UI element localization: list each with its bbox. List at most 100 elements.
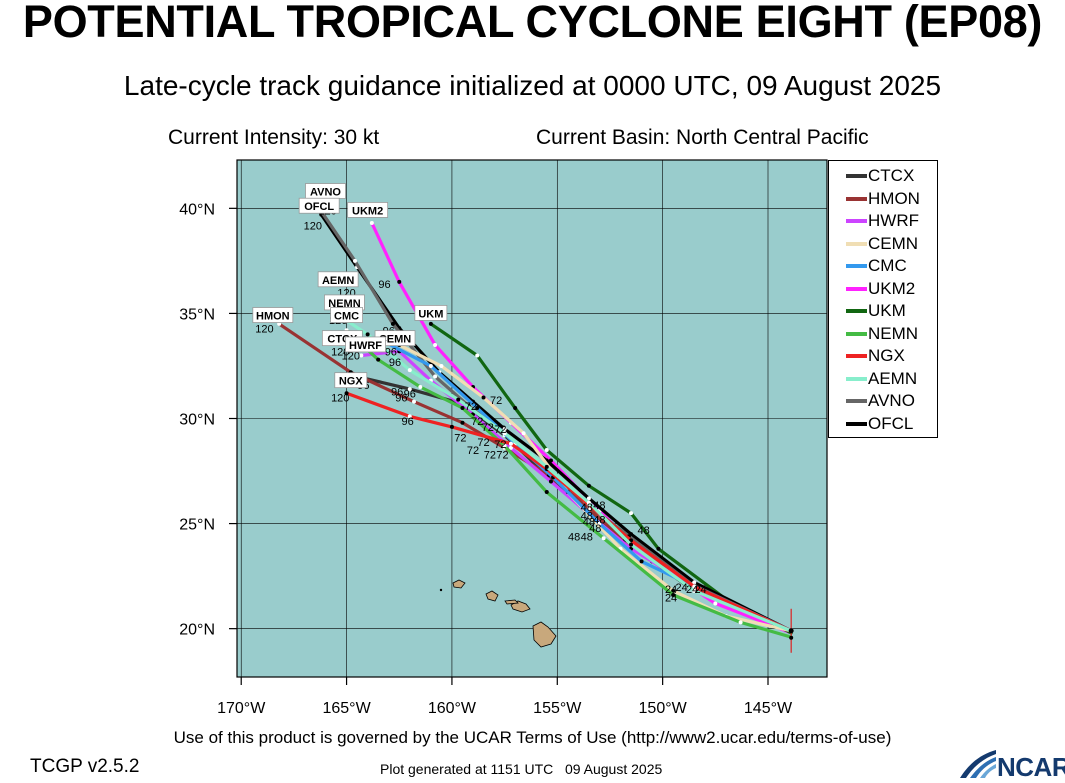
end-label-hmon: HMON: [252, 307, 294, 323]
lat-tick-label: 35°N: [179, 306, 215, 323]
track-point: [475, 353, 480, 358]
island-molokai: [504, 599, 519, 605]
generated-timestamp: Plot generated at 1151 UTC 09 August 202…: [380, 761, 663, 777]
current-position-dot: [789, 635, 794, 640]
hour-label: 96: [385, 346, 397, 358]
track-point: [433, 374, 438, 379]
track-point: [365, 332, 370, 337]
track-point: [586, 496, 591, 501]
track-point: [428, 363, 433, 368]
legend-item-nemn: NEMN: [829, 323, 937, 345]
track-point: [344, 391, 349, 396]
legend-swatch: [846, 309, 867, 313]
track-point: [671, 593, 676, 598]
legend-label: CMC: [868, 256, 907, 275]
legend-swatch: [846, 264, 867, 268]
lat-tick-label: 20°N: [179, 622, 215, 639]
end-label-box: [252, 307, 294, 323]
island-big-island: [532, 621, 557, 648]
hour-label: 72: [490, 395, 502, 407]
legend-item-hwrf: HWRF: [829, 210, 937, 232]
track-point: [353, 258, 357, 263]
end-label-box: [347, 202, 389, 218]
legend-swatch: [846, 174, 867, 178]
end-label-avno: AVNO: [305, 183, 346, 199]
hour-label: 24: [694, 584, 706, 596]
legend-swatch: [846, 421, 867, 426]
legend-swatch: [846, 376, 867, 381]
track-point: [502, 427, 507, 432]
lon-tick-label: 145°W: [744, 700, 793, 717]
hour-label: 48: [568, 531, 580, 543]
track-point: [502, 443, 507, 448]
hour-label: 120: [331, 393, 349, 405]
track-point: [544, 448, 549, 453]
legend-item-aemn: AEMN: [829, 368, 937, 390]
track-point: [407, 368, 412, 373]
hour-label: 24: [675, 582, 687, 594]
track-point: [513, 405, 518, 410]
lon-tick-label: 170°W: [217, 700, 266, 717]
track-point: [738, 620, 743, 625]
current-position-dot: [788, 628, 794, 634]
legend-item-cemn: CEMN: [829, 233, 937, 255]
page-subtitle: Late-cycle track guidance initialized at…: [123, 70, 942, 101]
hour-label: 72: [482, 422, 494, 434]
hour-label: 72: [477, 437, 489, 449]
track-point: [671, 588, 676, 593]
end-label-box: [334, 372, 368, 389]
track-point: [460, 420, 465, 425]
legend-label: NEMN: [868, 323, 919, 343]
legend-label: UKM2: [868, 278, 916, 298]
axis-labels: 170°W 165°W 160°W 155°W 150°W 145°W 40°N 35°N 30…: [179, 201, 793, 717]
end-label-box: [330, 307, 363, 323]
end-label-text: AVNO: [310, 187, 341, 199]
track-point: [692, 588, 697, 593]
track-point: [508, 441, 513, 446]
hour-label: 24: [665, 584, 677, 596]
page-title: POTENTIAL TROPICAL CYCLONE EIGHT (EP08): [22, 0, 1043, 47]
end-label-text: CEMN: [379, 334, 411, 346]
legend-swatch: [846, 196, 867, 201]
end-label-hwrf: HWRF: [345, 336, 386, 353]
legend-label: UKM: [868, 301, 906, 320]
track-point: [713, 601, 718, 606]
legend-item-ofcl: OFCL: [829, 413, 937, 435]
track-point: [521, 431, 526, 436]
end-label-ukm: UKM: [414, 305, 448, 321]
legend-swatch: [846, 399, 867, 403]
legend-swatch: [846, 354, 867, 358]
hour-label: 24: [686, 584, 698, 596]
legend-label: NGX: [868, 346, 905, 365]
lon-tick-label: 165°W: [322, 700, 371, 717]
end-label-ofcl: OFCL: [298, 197, 340, 214]
ncar-logo-text: NCAR: [997, 752, 1065, 782]
legend-item-ukm: UKM: [829, 300, 937, 322]
track-point: [629, 511, 634, 516]
model-tracks: [277, 206, 793, 639]
legend-item-ukm2: UKM2: [829, 278, 937, 300]
lat-tick-label: 25°N: [179, 517, 215, 534]
legend-item-ctcx: CTCX: [829, 165, 937, 187]
legend-swatch: [846, 219, 867, 223]
track-point: [544, 490, 549, 495]
island-oahu: [485, 590, 499, 602]
model-legend: CTCX HMON HWRF CEMN CMC UKM2 UKM NEMN NGX AEMN AVN…: [828, 160, 938, 438]
hour-label: 72: [494, 424, 506, 436]
track-point: [407, 414, 412, 419]
island-kauai: [452, 579, 466, 589]
end-label-aemn: AEMN: [317, 271, 359, 288]
end-label-text: HWRF: [349, 340, 382, 352]
track-nemn: [345, 328, 793, 639]
track-point: [629, 542, 634, 547]
track-point: [544, 464, 549, 469]
legend-label: CTCX: [868, 166, 915, 185]
lat-tick-label: 30°N: [179, 412, 215, 429]
hour-label: 72: [496, 449, 508, 461]
hour-label: 48: [638, 525, 650, 537]
legend-label: AVNO: [868, 391, 915, 410]
current-basin: Current Basin: North Central Pacific: [536, 126, 869, 149]
track-point: [449, 424, 454, 429]
